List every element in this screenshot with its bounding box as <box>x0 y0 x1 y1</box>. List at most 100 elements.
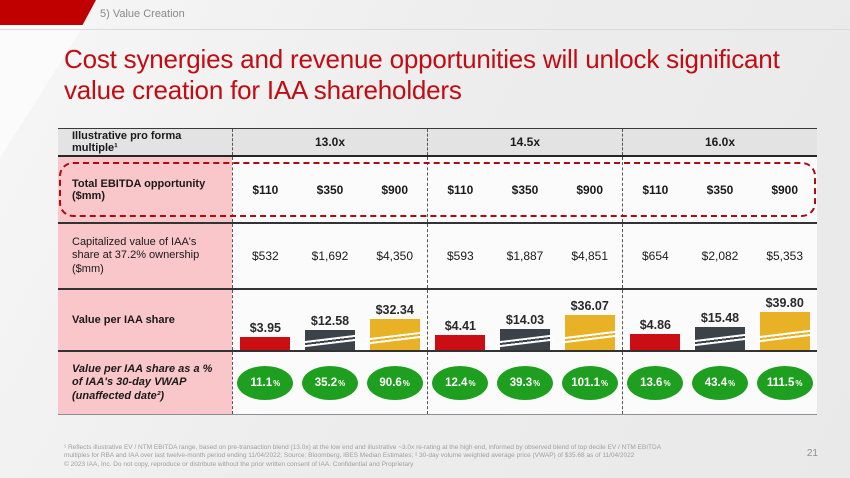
pct-cell: 111.5% <box>752 352 817 414</box>
bar-value-label: $39.80 <box>765 296 804 310</box>
row-label-capitalized: Capitalized value of IAA's share at 37.2… <box>58 224 232 288</box>
bar-chart-group-1: $3.95 $12.58 $32.34 <box>232 290 427 350</box>
ebitda-group-2: $110 $350 $900 <box>427 157 622 222</box>
bar-slot: $32.34 <box>362 290 427 350</box>
bar-mid <box>305 330 355 350</box>
pct-cell: 35.2% <box>298 352 363 414</box>
header-divider <box>0 29 850 30</box>
pct-badge: 35.2% <box>302 366 358 400</box>
row-value-per-share: Value per IAA share $3.95 $12.58 $32.34 … <box>58 290 817 352</box>
pct-sign: % <box>795 378 803 388</box>
bar-chart-group-3: $4.86 $15.48 $39.80 <box>622 290 817 350</box>
footnote-line3: © 2023 IAA, Inc. Do not copy, reproduce … <box>64 460 414 468</box>
bar-value-label: $32.34 <box>375 303 414 317</box>
value-cell: $350 <box>511 182 539 197</box>
pct-value: 111.5 <box>766 377 795 389</box>
section-label: 5) Value Creation <box>100 8 185 20</box>
pct-badge: 39.3% <box>497 366 553 400</box>
bar-slot: $4.86 <box>623 290 688 350</box>
row-pct-of-vwap: Value per IAA share as a % of IAA's 30-d… <box>58 352 817 415</box>
value-cell: $900 <box>576 182 604 197</box>
pct-sign: % <box>468 378 476 388</box>
column-group-16x: 16.0x <box>622 129 817 155</box>
row-label-value-per-share: Value per IAA share <box>58 290 232 350</box>
bar-value-label: $15.48 <box>700 311 740 325</box>
row-label-vwap: Value per IAA share as a % of IAA's 30-d… <box>58 352 232 414</box>
pct-badge: 12.4% <box>432 366 489 400</box>
pct-sign: % <box>273 378 281 388</box>
value-cell: $900 <box>771 182 799 197</box>
pct-cell: 39.3% <box>493 352 558 414</box>
bar-slot: $3.95 <box>233 290 298 350</box>
pct-value: 13.6 <box>640 377 663 389</box>
bar-slot: $4.41 <box>428 290 493 350</box>
pct-cell: 12.4% <box>428 352 493 414</box>
column-group-13x: 13.0x <box>232 129 427 155</box>
pct-sign: % <box>533 378 541 388</box>
ebitda-group-1: $110 $350 $900 <box>232 157 427 222</box>
bar-value-label: $14.03 <box>505 313 545 327</box>
capitalized-group-3: $654 $2,082 $5,353 <box>622 224 817 288</box>
pct-sign: % <box>663 378 671 388</box>
footnote-line2: multiples for RBA and IAA over last twel… <box>64 452 635 460</box>
bar-slot: $39.80 <box>752 290 817 350</box>
value-cell: $350 <box>316 182 344 197</box>
slide-corner-accent <box>0 0 96 25</box>
bar-low <box>240 337 291 350</box>
bar-slot: $15.48 <box>688 290 753 350</box>
pct-badge: 13.6% <box>627 366 684 400</box>
pct-group-3: 13.6% 43.4% 111.5% <box>622 352 817 414</box>
header-label: Illustrative pro forma multiple¹ <box>72 130 182 154</box>
pct-badge: 101.1% <box>561 366 618 400</box>
bar-value-label: $3.95 <box>249 321 281 335</box>
pct-value: 90.6 <box>379 377 402 389</box>
value-cell: $1,887 <box>506 249 544 263</box>
value-cell: $593 <box>446 249 474 263</box>
pct-badge: 90.6% <box>366 366 423 400</box>
row-ebitda-opportunity: Total EBITDA opportunity ($mm) $110 $350… <box>58 157 817 224</box>
page-title-line1: Cost synergies and revenue opportunities… <box>64 44 780 74</box>
bar-value-label: $12.58 <box>310 314 350 328</box>
pct-value: 39.3 <box>509 377 533 389</box>
value-cell: $4,851 <box>571 249 609 263</box>
bar-value-label: $36.07 <box>570 299 609 313</box>
pct-value: 101.1 <box>571 377 600 389</box>
pct-badge: 43.4% <box>692 366 748 400</box>
pct-value: 11.1 <box>250 377 273 389</box>
pct-group-2: 12.4% 39.3% 101.1% <box>427 352 622 414</box>
pct-sign: % <box>338 378 346 388</box>
pct-group-1: 11.1% 35.2% 90.6% <box>232 352 427 414</box>
bar-high <box>759 312 810 350</box>
footnote: ¹ Reflects illustrative EV / NTM EBITDA … <box>64 444 661 469</box>
pct-cell: 43.4% <box>688 352 753 414</box>
bar-value-label: $4.41 <box>444 319 476 333</box>
value-cell: $900 <box>381 182 409 197</box>
value-cell: $110 <box>642 182 669 197</box>
pct-cell: 11.1% <box>233 352 298 414</box>
pct-sign: % <box>601 378 609 388</box>
bar-slot: $12.58 <box>298 290 363 350</box>
bar-high <box>369 319 420 350</box>
page-title: Cost synergies and revenue opportunities… <box>64 44 804 106</box>
value-cell: $110 <box>447 182 474 197</box>
value-cell: $5,353 <box>766 249 804 263</box>
table-header-row: Illustrative pro forma multiple¹ 13.0x 1… <box>58 129 817 157</box>
bar-low <box>630 334 681 350</box>
pct-cell: 13.6% <box>623 352 688 414</box>
value-cell: $110 <box>252 182 279 197</box>
bar-high <box>564 315 615 350</box>
value-cell: $350 <box>706 182 734 197</box>
pct-value: 35.2 <box>314 377 338 389</box>
page-title-line2: value creation for IAA shareholders <box>64 75 462 105</box>
pct-sign: % <box>728 378 736 388</box>
pct-value: 43.4 <box>704 377 728 389</box>
bar-low <box>435 335 486 350</box>
row-label-ebitda: Total EBITDA opportunity ($mm) <box>58 157 232 222</box>
value-cell: $2,082 <box>701 249 739 263</box>
pct-cell: 90.6% <box>362 352 427 414</box>
column-group-14-5x: 14.5x <box>427 129 622 155</box>
bar-mid <box>500 329 550 350</box>
value-cell: $1,692 <box>311 249 349 263</box>
bar-mid <box>695 327 745 350</box>
pct-value: 12.4 <box>445 377 468 389</box>
